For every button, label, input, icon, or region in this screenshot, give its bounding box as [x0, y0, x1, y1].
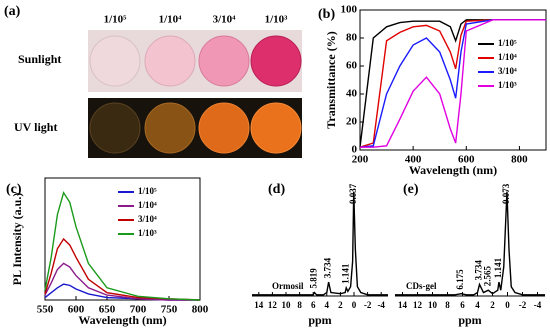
legend-label: 1/10³ — [498, 80, 517, 90]
x-axis-label: ppm — [308, 313, 331, 327]
series-line — [359, 19, 546, 148]
x-tick-label: 0 — [505, 300, 510, 310]
x-tick-label: 4 — [475, 300, 480, 310]
plot-frame — [359, 9, 547, 151]
dish — [198, 102, 250, 154]
legend-label: 1/10³ — [138, 228, 157, 238]
peak-label: 1.141 — [493, 257, 503, 278]
column-label: 1/10⁴ — [159, 14, 183, 26]
column-label: 3/10⁴ — [213, 14, 237, 26]
series-line — [359, 19, 546, 148]
x-tick-label: 10 — [428, 300, 438, 310]
y-tick-label: 80 — [346, 32, 358, 44]
y-axis-label: Transmittance (%) — [324, 31, 338, 128]
sample-label: CDs-gel — [406, 281, 437, 291]
x-axis-label: Wavelength (nm) — [78, 313, 166, 327]
sample-label: Ormosil — [272, 281, 304, 291]
x-tick-label: 4 — [325, 300, 330, 310]
x-tick-label: -2 — [519, 300, 527, 310]
x-tick-label: 650 — [99, 304, 116, 316]
x-tick-label: 10 — [282, 300, 292, 310]
panel-label: (b) — [318, 7, 335, 22]
row-label: UV light — [14, 120, 57, 134]
x-axis-label: ppm — [458, 313, 481, 327]
x-tick-label: 2 — [338, 300, 343, 310]
y-tick-label: 100 — [341, 4, 358, 16]
x-tick-label: 600 — [458, 154, 475, 166]
y-tick-label: 20 — [346, 116, 358, 128]
x-tick-label: 14 — [398, 300, 408, 310]
y-axis-label: PL Intensity (a.u.) — [10, 193, 24, 286]
series-line — [359, 19, 546, 148]
x-tick-label: 8 — [445, 300, 450, 310]
x-tick-label: 200 — [352, 154, 369, 166]
dish — [198, 35, 250, 87]
column-label: 1/10³ — [265, 14, 289, 26]
legend-label: 1/10⁵ — [498, 38, 517, 48]
dish — [250, 102, 302, 154]
dish — [89, 35, 141, 87]
peak-label: 3.734 — [474, 260, 484, 281]
x-tick-label: 800 — [511, 154, 528, 166]
peak-label: 2.565 — [482, 265, 492, 286]
legend-label: 3/10⁴ — [138, 214, 157, 224]
x-tick-label: 2 — [490, 300, 495, 310]
panel-label: (e) — [403, 182, 419, 197]
dish — [250, 35, 302, 87]
x-tick-label: 800 — [192, 304, 209, 316]
legend-label: 1/10⁴ — [138, 200, 157, 210]
series-line — [44, 190, 201, 301]
photo-panel: (a) 1/10⁵ 1/10⁴ 3/10⁴ 1/10³ Sunlight UV … — [4, 4, 302, 158]
peak-label: 5.819 — [308, 268, 318, 289]
legend-label: 1/10⁴ — [498, 52, 517, 62]
peak-label: 1.141 — [340, 263, 350, 284]
dish — [144, 35, 196, 87]
peak-label: 3.734 — [323, 257, 333, 278]
series-line — [395, 191, 545, 296]
peak-label: 6.175 — [455, 269, 465, 290]
x-tick-label: 12 — [268, 300, 278, 310]
x-tick-label: 700 — [130, 304, 147, 316]
series-line — [360, 19, 546, 148]
x-tick-label: 6 — [460, 300, 465, 310]
x-axis-label: Wavelength (nm) — [409, 163, 497, 177]
column-label: 1/10⁵ — [104, 14, 128, 26]
x-tick-label: 14 — [254, 300, 264, 310]
x-tick-label: 600 — [68, 304, 85, 316]
y-tick-label: 60 — [346, 60, 358, 72]
x-tick-label: -4 — [534, 300, 542, 310]
panel-label: (c) — [6, 182, 22, 197]
x-tick-label: 12 — [413, 300, 423, 310]
x-tick-label: -4 — [377, 300, 385, 310]
y-tick-label: 0 — [352, 144, 358, 156]
x-tick-label: 6 — [311, 300, 316, 310]
series-line — [44, 262, 200, 301]
series-line — [44, 237, 201, 301]
x-tick-label: 8 — [297, 300, 302, 310]
row-label: Sunlight — [18, 52, 61, 66]
x-tick-label: 400 — [405, 154, 422, 166]
plot-frame — [44, 177, 201, 301]
dish — [89, 102, 141, 154]
legend-label: 3/10⁴ — [498, 66, 517, 76]
legend-label: 1/10⁵ — [138, 186, 157, 196]
series-line — [252, 191, 388, 296]
x-tick-label: 750 — [161, 304, 178, 316]
y-tick-label: 40 — [346, 88, 358, 100]
x-tick-label: -2 — [364, 300, 372, 310]
x-tick-label: 0 — [352, 300, 357, 310]
peak-label: 0.073 — [501, 183, 511, 204]
panel-label: (d) — [268, 182, 285, 197]
dish — [144, 102, 196, 154]
x-tick-label: 550 — [37, 304, 54, 316]
panel-label: (a) — [4, 4, 21, 19]
peak-label: 0.037 — [348, 183, 358, 204]
